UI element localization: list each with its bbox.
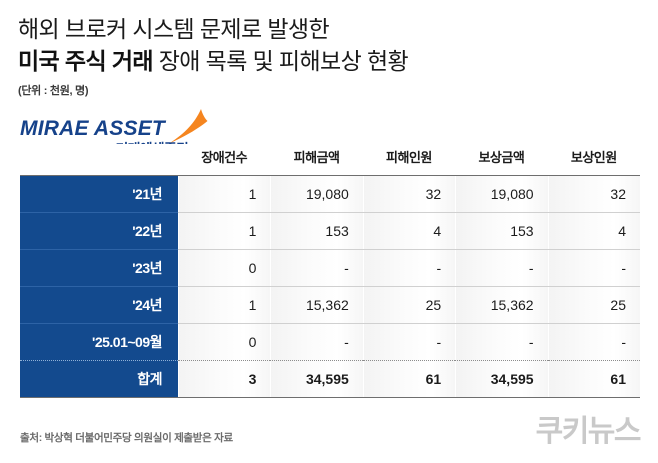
table-row: '25.01~09월 0 - - - - xyxy=(20,323,640,361)
column-header-compensation-people: 보상인원 xyxy=(547,144,640,176)
column-header-incidents: 장애건수 xyxy=(178,144,271,176)
cell-damage-amount: 153 xyxy=(270,212,363,250)
column-header-compensation-amount: 보상금액 xyxy=(455,144,548,176)
row-label: '25.01~09월 xyxy=(20,323,178,361)
unit-note: (단위 : 천원, 명) xyxy=(18,85,89,97)
cell-compensation-amount-total: 34,595 xyxy=(455,360,548,398)
table-row: '21년 1 19,080 32 19,080 32 xyxy=(20,175,640,213)
table-head: 장애건수 피해금액 피해인원 보상금액 보상인원 xyxy=(20,144,640,176)
row-label: '23년 xyxy=(20,249,178,287)
data-table-wrap: 장애건수 피해금액 피해인원 보상금액 보상인원 '21년 1 19,080 3… xyxy=(20,144,640,398)
table-row: '22년 1 153 4 153 4 xyxy=(20,212,640,250)
cell-damage-people: - xyxy=(362,323,456,361)
row-label: '22년 xyxy=(20,212,178,250)
table-total-row: 합계 3 34,595 61 34,595 61 xyxy=(20,360,640,398)
cell-damage-people: 4 xyxy=(362,212,456,250)
cell-incidents: 1 xyxy=(178,175,271,213)
column-header-damage-amount: 피해금액 xyxy=(270,144,363,176)
cell-damage-people-total: 61 xyxy=(362,360,456,398)
cell-compensation-people-total: 61 xyxy=(547,360,640,398)
page-title-emphasis: 미국 주식 거래 xyxy=(18,48,154,74)
cell-compensation-people: 25 xyxy=(547,286,640,324)
cell-incidents-total: 3 xyxy=(178,360,271,398)
cell-damage-people: - xyxy=(362,249,456,287)
cell-damage-amount: 15,362 xyxy=(270,286,363,324)
table-header-row: 장애건수 피해금액 피해인원 보상금액 보상인원 xyxy=(20,144,640,176)
column-header-blank xyxy=(20,144,178,176)
cell-compensation-amount: - xyxy=(455,249,548,287)
table-body: '21년 1 19,080 32 19,080 32 '22년 1 153 4 … xyxy=(20,175,640,398)
row-label: '21년 xyxy=(20,175,178,213)
page-title-line-2: 미국 주식 거래 장애 목록 및 피해보상 현황 xyxy=(18,46,638,77)
source-note: 출처: 박상혁 더불어민주당 의원실이 제출받은 자료 xyxy=(20,432,233,444)
cell-compensation-amount: 153 xyxy=(455,212,548,250)
table-row: '24년 1 15,362 25 15,362 25 xyxy=(20,286,640,324)
row-label: '24년 xyxy=(20,286,178,324)
cell-damage-amount: - xyxy=(270,249,363,287)
cell-incidents: 0 xyxy=(178,249,271,287)
page-title-line-2-rest: 장애 목록 및 피해보상 현황 xyxy=(152,48,409,74)
cell-compensation-people: - xyxy=(547,249,640,287)
row-label-total: 합계 xyxy=(20,360,178,398)
disruption-compensation-table: 장애건수 피해금액 피해인원 보상금액 보상인원 '21년 1 19,080 3… xyxy=(20,144,640,398)
cell-damage-people: 32 xyxy=(362,175,456,213)
cell-compensation-people: 4 xyxy=(547,212,640,250)
page-title-line-1: 해외 브로커 시스템 문제로 발생한 xyxy=(18,16,330,42)
cell-damage-amount-total: 34,595 xyxy=(270,360,363,398)
logo-english-text: MIRAE ASSET xyxy=(20,117,165,140)
table-row: '23년 0 - - - - xyxy=(20,249,640,287)
cell-incidents: 1 xyxy=(178,212,271,250)
cell-damage-amount: 19,080 xyxy=(270,175,363,213)
cell-compensation-amount: - xyxy=(455,323,548,361)
cell-incidents: 0 xyxy=(178,323,271,361)
cell-damage-amount: - xyxy=(270,323,363,361)
cell-compensation-people: 32 xyxy=(547,175,640,213)
title-block: 해외 브로커 시스템 문제로 발생한 미국 주식 거래 장애 목록 및 피해보상… xyxy=(18,14,638,98)
cell-damage-people: 25 xyxy=(362,286,456,324)
cell-incidents: 1 xyxy=(178,286,271,324)
cell-compensation-amount: 19,080 xyxy=(455,175,548,213)
cell-compensation-amount: 15,362 xyxy=(455,286,548,324)
publisher-watermark: 쿠키뉴스 xyxy=(535,415,642,448)
column-header-damage-people: 피해인원 xyxy=(362,144,456,176)
cell-compensation-people: - xyxy=(547,323,640,361)
